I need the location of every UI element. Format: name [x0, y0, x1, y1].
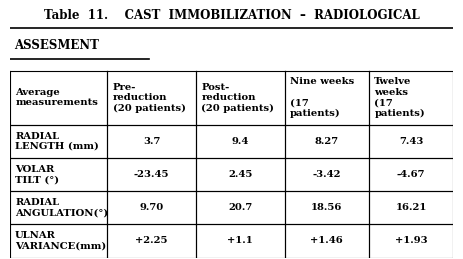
- Text: 20.7: 20.7: [228, 203, 252, 212]
- Text: 7.43: 7.43: [399, 137, 423, 146]
- Text: Average
measurements: Average measurements: [15, 88, 98, 107]
- Text: -4.67: -4.67: [397, 170, 425, 179]
- Text: 9.4: 9.4: [232, 137, 249, 146]
- Text: 18.56: 18.56: [311, 203, 343, 212]
- Text: Nine weeks

(17
patients): Nine weeks (17 patients): [290, 77, 354, 118]
- Text: +1.93: +1.93: [395, 236, 427, 246]
- Text: Post-
reduction
(20 patients): Post- reduction (20 patients): [201, 83, 275, 113]
- Text: -23.45: -23.45: [134, 170, 169, 179]
- Text: VOLAR
TILT (°): VOLAR TILT (°): [15, 165, 59, 184]
- Text: 3.7: 3.7: [143, 137, 160, 146]
- Text: 2.45: 2.45: [228, 170, 252, 179]
- Text: Pre-
reduction
(20 patients): Pre- reduction (20 patients): [113, 83, 186, 113]
- Text: RADIAL
ANGULATION(°): RADIAL ANGULATION(°): [15, 198, 108, 218]
- Text: 9.70: 9.70: [139, 203, 164, 212]
- Text: 8.27: 8.27: [315, 137, 339, 146]
- Text: Twelve
weeks
(17
patients): Twelve weeks (17 patients): [374, 77, 425, 118]
- Text: +1.46: +1.46: [310, 236, 343, 246]
- Text: 16.21: 16.21: [395, 203, 427, 212]
- Text: ULNAR
VARIANCE(mm): ULNAR VARIANCE(mm): [15, 231, 106, 251]
- Text: ASSESMENT: ASSESMENT: [14, 39, 99, 52]
- Text: RADIAL
LENGTH (mm): RADIAL LENGTH (mm): [15, 132, 99, 151]
- Text: +2.25: +2.25: [136, 236, 168, 246]
- Text: Table  11.    CAST  IMMOBILIZATION  –  RADIOLOGICAL: Table 11. CAST IMMOBILIZATION – RADIOLOG…: [44, 9, 419, 22]
- Text: +1.1: +1.1: [227, 236, 253, 246]
- Text: -3.42: -3.42: [313, 170, 341, 179]
